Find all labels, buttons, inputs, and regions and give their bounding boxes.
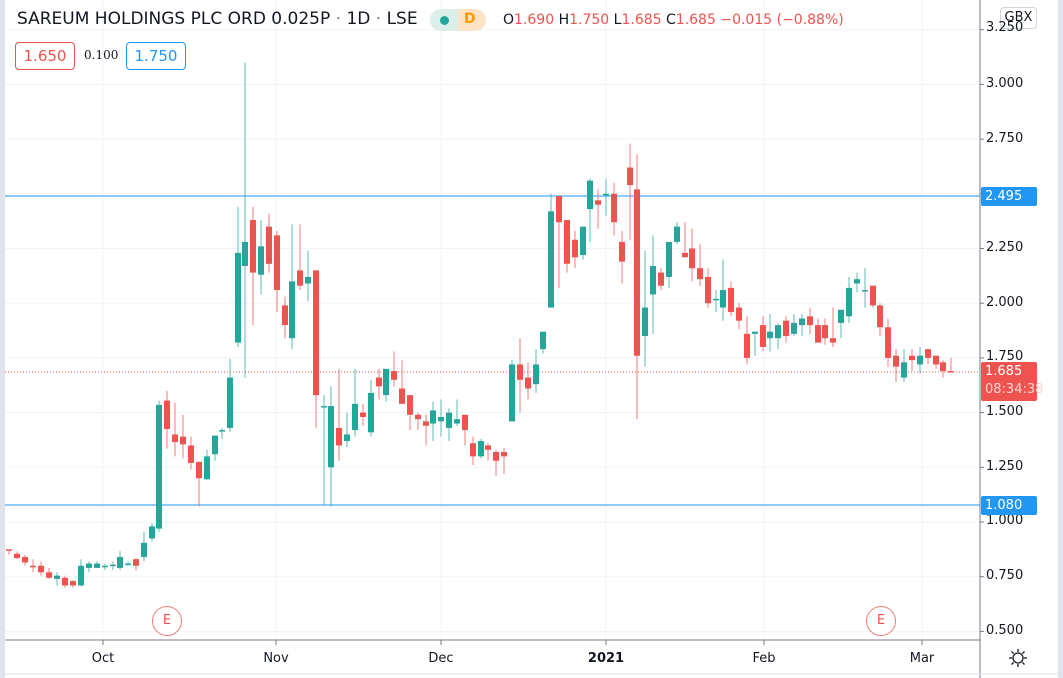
interval[interactable]: 1D — [346, 9, 371, 29]
time-axis-ticks — [102, 640, 923, 645]
price-label: 3.000 — [986, 76, 1024, 91]
left-edge — [0, 0, 5, 678]
price-label: 2.750 — [986, 131, 1024, 146]
low-value: 1.685 — [621, 12, 662, 28]
lower-line-price-tag: 1.080 — [981, 496, 1037, 515]
open-value: 1.690 — [514, 12, 555, 28]
settings-gear-icon[interactable] — [1008, 648, 1028, 668]
price-label: 2.000 — [986, 295, 1024, 310]
change-value: −0.015 (−0.88%) — [720, 12, 844, 28]
close-value: 1.685 — [675, 12, 716, 28]
price-axis-ticks — [980, 29, 984, 632]
time-label-mar: Mar — [909, 651, 935, 666]
price-label: 1.000 — [986, 513, 1024, 528]
right-edge — [1058, 0, 1063, 678]
market-open-dot-icon — [440, 16, 449, 25]
time-label-oct: Oct — [91, 651, 115, 666]
currency-button[interactable]: GBX — [1000, 7, 1037, 29]
price-label: 1.750 — [986, 349, 1024, 364]
high-value: 1.750 — [569, 12, 610, 28]
chart-title[interactable]: SAREUM HOLDINGS PLC ORD 0.025P · 1D · LS… — [17, 9, 418, 29]
price-label: 1.500 — [986, 404, 1024, 419]
bar-countdown: 08:34:38 — [985, 382, 1044, 397]
time-label-dec: Dec — [428, 651, 454, 666]
spread-value: 0.100 — [84, 48, 119, 62]
last-price-tag: 1.685 08:34:38 — [981, 362, 1044, 401]
market-status-badge[interactable]: D — [430, 9, 486, 31]
time-label-feb: Feb — [752, 651, 776, 666]
last-price: 1.685 — [985, 364, 1023, 379]
earnings-event-icon[interactable]: E — [866, 606, 896, 636]
price-label: 0.750 — [986, 568, 1024, 583]
time-label-2021: 2021 — [587, 651, 625, 666]
symbol-name: SAREUM HOLDINGS PLC ORD 0.025P — [17, 9, 331, 29]
ohlc-legend: O1.690 H1.750 L1.685 C1.685 −0.015 (−0.8… — [503, 12, 844, 28]
price-label: 1.250 — [986, 459, 1024, 474]
price-label: 2.250 — [986, 240, 1024, 255]
candles — [6, 62, 954, 588]
price-label: 0.500 — [986, 623, 1024, 638]
upper-line-price-tag: 2.495 — [981, 187, 1037, 206]
time-label-nov: Nov — [263, 651, 289, 666]
sell-bid-button[interactable]: 1.650 — [15, 42, 75, 70]
exchange: LSE — [386, 9, 418, 29]
price-label: 3.250 — [986, 20, 1024, 35]
buy-ask-button[interactable]: 1.750 — [126, 42, 186, 70]
earnings-event-icon[interactable]: E — [152, 606, 182, 636]
grid-lines — [5, 0, 980, 640]
delayed-data-badge: D — [464, 11, 476, 27]
